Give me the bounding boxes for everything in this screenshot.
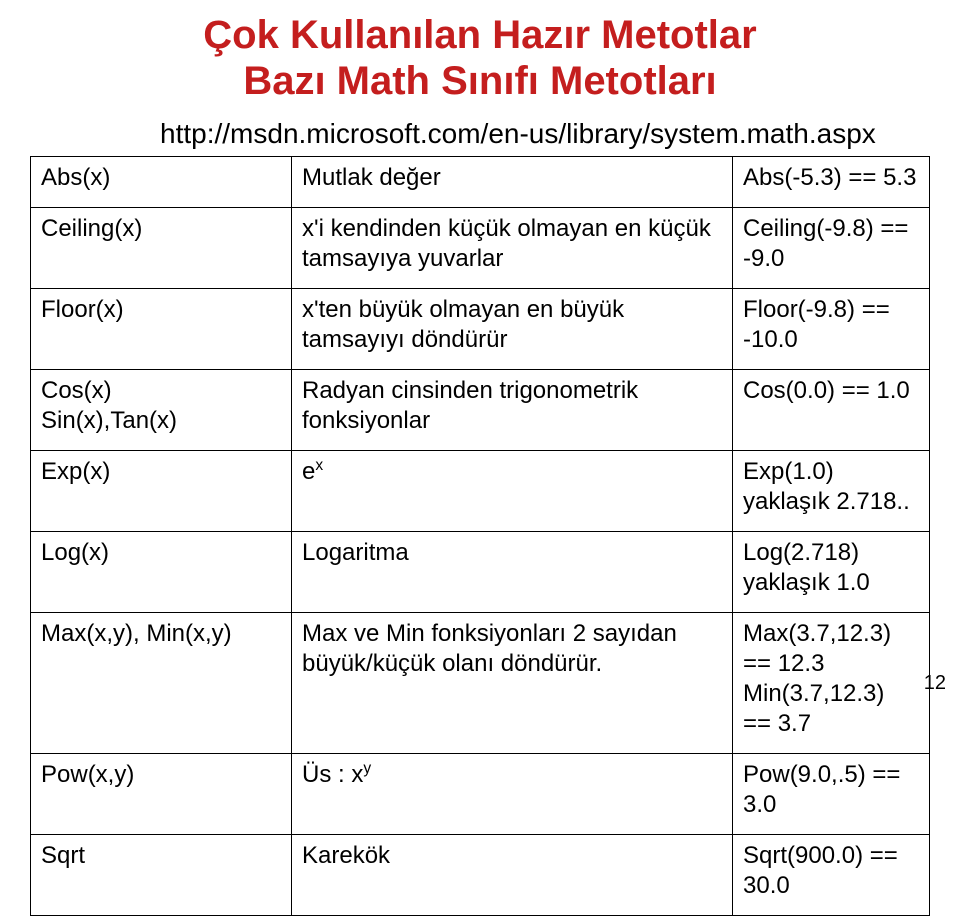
method-desc: x'ten büyük olmayan en büyük tamsayıyı d… (292, 289, 733, 370)
method-desc: Üs : xy (292, 754, 733, 835)
table-row: Max(x,y), Min(x,y) Max ve Min fonksiyonl… (31, 613, 930, 754)
method-desc: x'i kendinden küçük olmayan en küçük tam… (292, 208, 733, 289)
method-example: Max(3.7,12.3) == 12.3 Min(3.7,12.3) == 3… (733, 613, 930, 754)
method-name: Log(x) (31, 532, 292, 613)
method-example: Floor(-9.8) == -10.0 (733, 289, 930, 370)
table-row: Floor(x) x'ten büyük olmayan en büyük ta… (31, 289, 930, 370)
page-number: 12 (924, 672, 946, 695)
method-desc: Karekök (292, 835, 733, 916)
method-desc: Max ve Min fonksiyonları 2 sayıdan büyük… (292, 613, 733, 754)
method-example: Ceiling(-9.8) == -9.0 (733, 208, 930, 289)
method-name: Cos(x) Sin(x),Tan(x) (31, 370, 292, 451)
method-name: Max(x,y), Min(x,y) (31, 613, 292, 754)
method-example-line2: Min(3.7,12.3) == 3.7 (743, 680, 884, 737)
table-row: Cos(x) Sin(x),Tan(x) Radyan cinsinden tr… (31, 370, 930, 451)
method-desc: Radyan cinsinden trigonometrik fonksiyon… (292, 370, 733, 451)
method-name: Pow(x,y) (31, 754, 292, 835)
method-example: Pow(9.0,.5) == 3.0 (733, 754, 930, 835)
method-name-line2: Sin(x),Tan(x) (41, 407, 177, 434)
method-name: Ceiling(x) (31, 208, 292, 289)
reference-url: http://msdn.microsoft.com/en-us/library/… (30, 118, 930, 150)
table-row: Abs(x) Mutlak değer Abs(-5.3) == 5.3 (31, 157, 930, 208)
method-desc: ex (292, 451, 733, 532)
method-example: Exp(1.0) yaklaşık 2.718.. (733, 451, 930, 532)
method-name-line1: Cos(x) (41, 377, 112, 404)
method-name: Abs(x) (31, 157, 292, 208)
method-name: Sqrt (31, 835, 292, 916)
method-example: Cos(0.0) == 1.0 (733, 370, 930, 451)
table-row: Pow(x,y) Üs : xy Pow(9.0,.5) == 3.0 (31, 754, 930, 835)
title-block: Çok Kullanılan Hazır Metotlar Bazı Math … (30, 12, 930, 104)
table-row: Exp(x) ex Exp(1.0) yaklaşık 2.718.. (31, 451, 930, 532)
method-example: Sqrt(900.0) == 30.0 (733, 835, 930, 916)
slide-page: Çok Kullanılan Hazır Metotlar Bazı Math … (0, 0, 960, 715)
method-example: Log(2.718) yaklaşık 1.0 (733, 532, 930, 613)
method-name: Floor(x) (31, 289, 292, 370)
methods-table: Abs(x) Mutlak değer Abs(-5.3) == 5.3 Cei… (30, 156, 930, 916)
table-row: Sqrt Karekök Sqrt(900.0) == 30.0 (31, 835, 930, 916)
method-desc: Mutlak değer (292, 157, 733, 208)
method-name: Exp(x) (31, 451, 292, 532)
method-desc: Logaritma (292, 532, 733, 613)
table-row: Log(x) Logaritma Log(2.718) yaklaşık 1.0 (31, 532, 930, 613)
title-line-1: Çok Kullanılan Hazır Metotlar (30, 12, 930, 58)
title-line-2: Bazı Math Sınıfı Metotları (30, 58, 930, 104)
method-example-line1: Max(3.7,12.3) == 12.3 (743, 620, 891, 677)
method-example: Abs(-5.3) == 5.3 (733, 157, 930, 208)
table-row: Ceiling(x) x'i kendinden küçük olmayan e… (31, 208, 930, 289)
